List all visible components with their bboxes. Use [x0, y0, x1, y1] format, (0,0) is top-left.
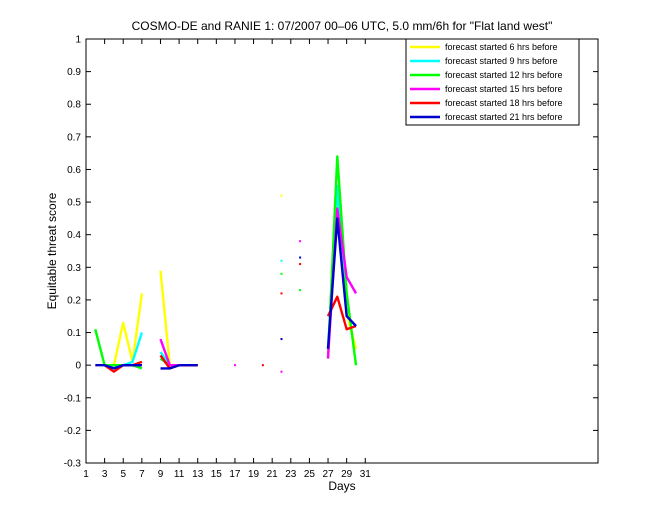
y-tick-label: -0.1	[64, 393, 82, 404]
data-point	[299, 240, 302, 243]
x-axis: 1 3 5 7 9 11 13 15 17 19 21 23 25 27 29 31	[83, 39, 371, 480]
legend-entry: forecast started 12 hrs before	[445, 70, 563, 80]
y-tick-label: 1	[75, 35, 81, 46]
legend-entry: forecast started 18 hrs before	[445, 98, 563, 108]
x-tick-label: 19	[248, 469, 260, 480]
x-tick-label: 23	[285, 469, 297, 480]
y-tick-label: 0.9	[67, 67, 81, 78]
data-point	[280, 272, 283, 275]
y-tick-label: 0.2	[67, 295, 81, 306]
chart-title: COSMO-DE and RANIE 1: 07/2007 00–06 UTC,…	[132, 19, 553, 33]
legend: forecast started 6 hrs before forecast st…	[405, 38, 580, 126]
data-point	[280, 292, 283, 295]
x-tick-label: 5	[120, 469, 126, 480]
series-line	[326, 217, 357, 349]
data-point	[233, 364, 236, 367]
series-line	[95, 364, 142, 370]
x-axis-label: Days	[328, 479, 355, 493]
y-tick-label: 0.7	[67, 132, 81, 143]
series-line	[326, 155, 358, 366]
series-layer	[94, 155, 358, 373]
x-tick-label: 27	[322, 469, 334, 480]
legend-entry: forecast started 6 hrs before	[445, 42, 558, 52]
legend-entry: forecast started 9 hrs before	[445, 56, 558, 66]
y-tick-label: 0	[75, 361, 81, 372]
series-line	[326, 295, 357, 331]
legend-entry: forecast started 15 hrs before	[445, 84, 563, 94]
x-tick-label: 29	[341, 469, 353, 480]
x-tick-label: 21	[267, 469, 279, 480]
legend-entry: forecast started 21 hrs before	[445, 112, 563, 122]
legend-box	[405, 38, 580, 126]
x-tick-label: 3	[102, 469, 108, 480]
y-tick-label: 0.8	[67, 100, 81, 111]
y-tick-label: -0.3	[64, 459, 82, 470]
data-point	[280, 338, 283, 341]
x-tick-label: 13	[192, 469, 204, 480]
y-tick-label: -0.2	[64, 426, 82, 437]
data-point	[299, 256, 302, 259]
y-tick-label: 0.4	[67, 230, 81, 241]
x-tick-label: 1	[83, 469, 89, 480]
data-point	[299, 289, 302, 292]
x-tick-label: 15	[211, 469, 223, 480]
y-tick-label: 0.3	[67, 263, 81, 274]
series-6	[95, 217, 357, 370]
x-tick-label: 11	[174, 469, 185, 480]
data-point	[280, 370, 283, 373]
data-point	[280, 194, 283, 197]
x-tick-label: 31	[360, 469, 372, 480]
x-tick-label: 25	[304, 469, 316, 480]
x-tick-label: 17	[229, 469, 241, 480]
y-axis-label: Equitable threat score	[45, 192, 59, 309]
x-tick-label: 9	[158, 469, 164, 480]
data-point	[299, 263, 302, 266]
y-axis: -0.3 -0.2 -0.1 0 0.1 0.2 0.3 0.4 0.5 0.6 0.7 0.8 0.9…	[64, 35, 598, 470]
x-tick-label: 7	[139, 469, 145, 480]
data-point	[261, 364, 264, 367]
series-line	[160, 364, 198, 370]
y-tick-label: 0.5	[67, 198, 81, 209]
y-tick-label: 0.6	[67, 165, 81, 176]
y-tick-label: 0.1	[67, 328, 81, 339]
data-point	[280, 259, 283, 262]
